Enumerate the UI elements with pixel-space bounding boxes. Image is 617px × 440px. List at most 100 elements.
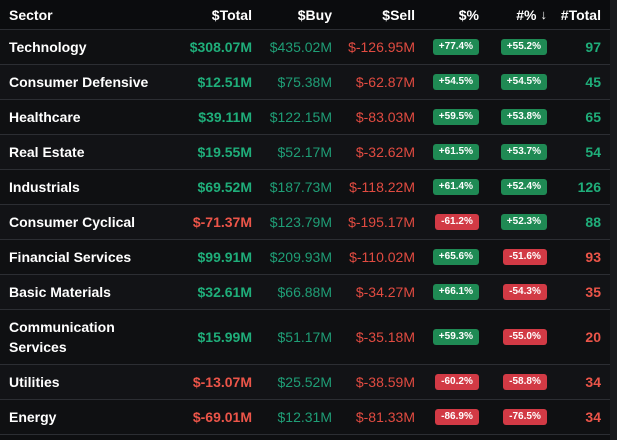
count-total-value: 34 bbox=[585, 409, 601, 425]
count-pct-cell: +52.4% bbox=[479, 170, 547, 204]
dollar-pct-cell: -60.2% bbox=[415, 365, 479, 399]
count-total-value: 126 bbox=[577, 179, 601, 195]
dollar-pct-badge: -86.9% bbox=[435, 409, 479, 425]
total-value: $32.61M bbox=[197, 284, 252, 300]
buy-value: $187.73M bbox=[269, 179, 332, 195]
buy-value: $75.38M bbox=[277, 74, 332, 90]
total-value: $-69.01M bbox=[192, 409, 252, 425]
count-pct-badge: -58.8% bbox=[503, 374, 547, 390]
column-header-total[interactable]: $Total bbox=[211, 6, 252, 23]
count-pct-cell: -51.6% bbox=[479, 240, 547, 274]
sell-value: $-38.59M bbox=[355, 374, 415, 390]
count-pct-cell: -54.3% bbox=[479, 275, 547, 309]
dollar-pct-cell: +77.4% bbox=[415, 30, 479, 64]
table-row[interactable]: Communication Services $15.99M $51.17M $-35… bbox=[0, 310, 610, 365]
count-total-value: 93 bbox=[585, 249, 601, 265]
sector-name: Basic Materials bbox=[9, 284, 111, 300]
dollar-pct-badge: +77.4% bbox=[432, 39, 479, 55]
dollar-pct-cell: +54.5% bbox=[415, 65, 479, 99]
table-row[interactable]: Technology $308.07M $435.02M $-126.95M +77.4… bbox=[0, 30, 610, 65]
count-pct-cell: +52.3% bbox=[479, 205, 547, 239]
count-pct-cell: +54.5% bbox=[479, 65, 547, 99]
count-pct-cell: -55.0% bbox=[479, 310, 547, 364]
column-header-pct[interactable]: $% bbox=[458, 6, 479, 23]
count-pct-badge: +55.2% bbox=[500, 39, 547, 55]
dollar-pct-badge: +54.5% bbox=[432, 74, 479, 90]
buy-value: $209.93M bbox=[269, 249, 332, 265]
dollar-pct-cell: +59.5% bbox=[415, 100, 479, 134]
dollar-pct-cell: +65.6% bbox=[415, 240, 479, 274]
count-pct-badge: +53.7% bbox=[500, 144, 547, 160]
table-row[interactable]: Industrials $69.52M $187.73M $-118.22M +61.4… bbox=[0, 170, 610, 205]
dollar-pct-badge: +65.6% bbox=[432, 249, 479, 265]
sector-name: Utilities bbox=[9, 374, 60, 390]
column-header-count-pct[interactable]: #% ↓ bbox=[479, 0, 547, 29]
table-row[interactable]: Energy $-69.01M $12.31M $-81.33M -86.9% -76.5… bbox=[0, 400, 610, 435]
dollar-pct-badge: -61.2% bbox=[435, 214, 479, 230]
sector-name: Communication Services bbox=[9, 319, 115, 355]
sell-value: $-126.95M bbox=[348, 39, 415, 55]
count-pct-badge: -55.0% bbox=[503, 329, 547, 345]
sort-descending-icon: ↓ bbox=[540, 7, 548, 22]
table-row[interactable]: Basic Materials $32.61M $66.88M $-34.27M +66… bbox=[0, 275, 610, 310]
count-pct-badge: -51.6% bbox=[503, 249, 547, 265]
count-pct-badge: +52.4% bbox=[500, 179, 547, 195]
sector-name: Real Estate bbox=[9, 144, 85, 160]
total-value: $39.11M bbox=[198, 109, 252, 125]
dollar-pct-cell: +61.5% bbox=[415, 135, 479, 169]
buy-value: $123.79M bbox=[269, 214, 332, 230]
count-pct-badge: +53.8% bbox=[500, 109, 547, 125]
buy-value: $51.17M bbox=[277, 329, 332, 345]
sell-value: $-34.27M bbox=[355, 284, 415, 300]
table-row[interactable]: Healthcare $39.11M $122.15M $-83.03M +59.5% +… bbox=[0, 100, 610, 135]
dollar-pct-badge: +61.4% bbox=[432, 179, 479, 195]
buy-value: $66.88M bbox=[277, 284, 332, 300]
dollar-pct-badge: +61.5% bbox=[432, 144, 479, 160]
count-pct-cell: +55.2% bbox=[479, 30, 547, 64]
buy-value: $435.02M bbox=[269, 39, 332, 55]
dollar-pct-cell: +59.3% bbox=[415, 310, 479, 364]
count-total-value: 34 bbox=[585, 374, 601, 390]
sector-name: Consumer Cyclical bbox=[9, 214, 136, 230]
buy-value: $52.17M bbox=[277, 144, 332, 160]
total-value: $-13.07M bbox=[192, 374, 252, 390]
count-pct-badge: +52.3% bbox=[500, 214, 547, 230]
total-value: $-71.37M bbox=[192, 214, 252, 230]
total-value: $99.91M bbox=[197, 249, 252, 265]
column-header-count-pct-label: #% bbox=[516, 6, 537, 23]
count-total-value: 35 bbox=[585, 284, 601, 300]
total-value: $308.07M bbox=[189, 39, 252, 55]
table-row[interactable]: Consumer Cyclical $-71.37M $123.79M $-195.1… bbox=[0, 205, 610, 240]
count-pct-cell: +53.7% bbox=[479, 135, 547, 169]
sell-value: $-35.18M bbox=[355, 329, 415, 345]
column-header-sector[interactable]: Sector bbox=[9, 6, 53, 23]
sell-value: $-83.03M bbox=[355, 109, 415, 125]
table-row[interactable]: Financial Services $99.91M $209.93M $-110.0… bbox=[0, 240, 610, 275]
scrollbar-track[interactable] bbox=[610, 0, 617, 440]
sector-flow-table: Sector $Total $Buy $Sell $% #% ↓ #Total … bbox=[0, 0, 610, 435]
column-header-count-total[interactable]: #Total bbox=[560, 6, 601, 23]
total-value: $69.52M bbox=[197, 179, 252, 195]
count-total-value: 88 bbox=[585, 214, 601, 230]
table-row[interactable]: Consumer Defensive $12.51M $75.38M $-62.87M… bbox=[0, 65, 610, 100]
sector-name: Consumer Defensive bbox=[9, 74, 149, 90]
count-pct-cell: -58.8% bbox=[479, 365, 547, 399]
dollar-pct-badge: +59.5% bbox=[432, 109, 479, 125]
count-pct-badge: +54.5% bbox=[500, 74, 547, 90]
buy-value: $25.52M bbox=[277, 374, 332, 390]
count-total-value: 45 bbox=[585, 74, 601, 90]
count-pct-cell: -76.5% bbox=[479, 400, 547, 434]
count-total-value: 20 bbox=[585, 329, 601, 345]
column-header-buy[interactable]: $Buy bbox=[297, 6, 332, 23]
table-row[interactable]: Real Estate $19.55M $52.17M $-32.62M +61.5% +… bbox=[0, 135, 610, 170]
sector-name: Industrials bbox=[9, 179, 80, 195]
buy-value: $12.31M bbox=[277, 409, 332, 425]
table-header-row: Sector $Total $Buy $Sell $% #% ↓ #Total bbox=[0, 0, 610, 30]
total-value: $12.51M bbox=[197, 74, 252, 90]
sector-name: Healthcare bbox=[9, 109, 81, 125]
total-value: $15.99M bbox=[197, 329, 252, 345]
sell-value: $-62.87M bbox=[355, 74, 415, 90]
column-header-sell[interactable]: $Sell bbox=[382, 6, 415, 23]
sector-name: Technology bbox=[9, 39, 87, 55]
table-row[interactable]: Utilities $-13.07M $25.52M $-38.59M -60.2% -5… bbox=[0, 365, 610, 400]
